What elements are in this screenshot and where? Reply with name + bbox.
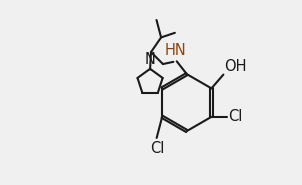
Text: OH: OH xyxy=(224,59,246,74)
Text: Cl: Cl xyxy=(150,141,165,156)
Text: N: N xyxy=(145,52,156,67)
Text: Cl: Cl xyxy=(228,109,242,124)
Text: HN: HN xyxy=(165,43,187,58)
